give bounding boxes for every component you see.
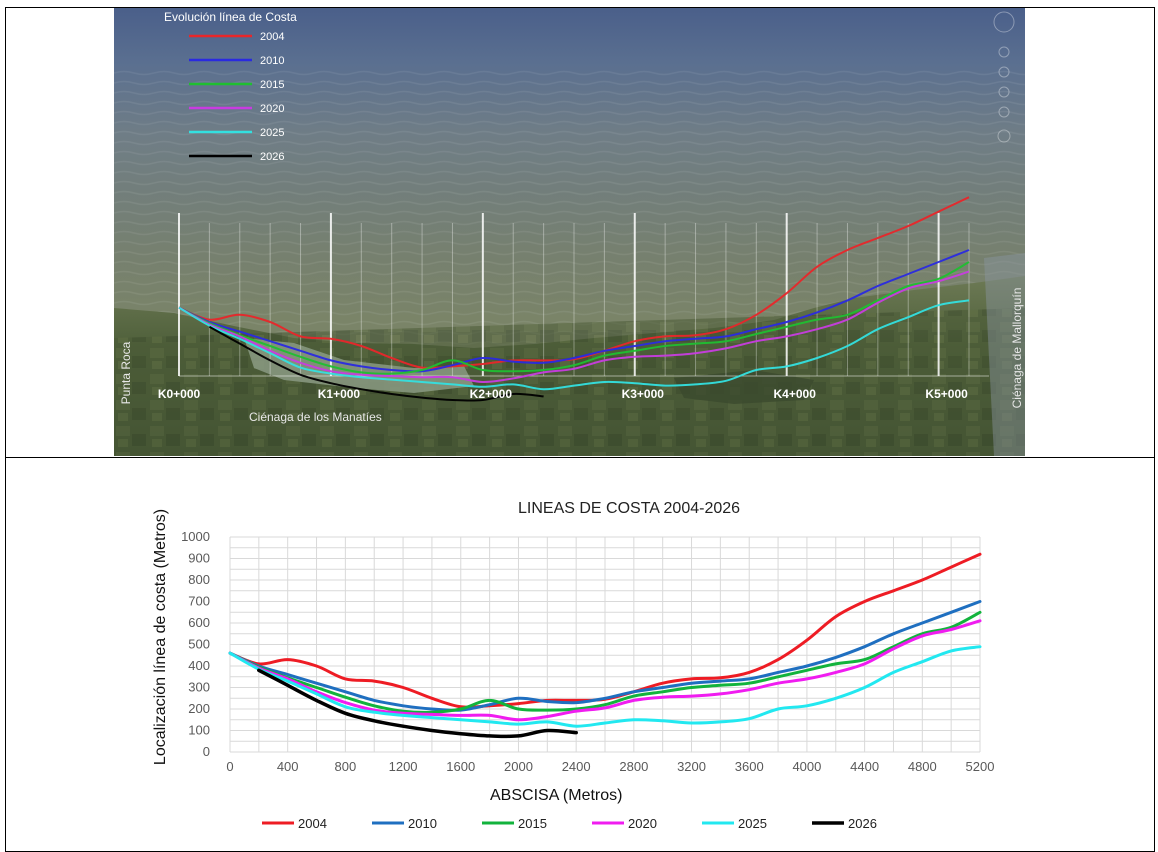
legend-label-2025: 2025	[738, 816, 767, 831]
y-tick-label: 800	[188, 572, 210, 587]
x-tick-label: 4800	[908, 759, 937, 774]
chart-title: LINEAS DE COSTA 2004-2026	[518, 500, 740, 517]
x-tick-label: 4400	[850, 759, 879, 774]
compass-icon	[993, 11, 1015, 143]
x-tick-label: 0	[226, 759, 233, 774]
place-label-cienaga-manaties: Ciénaga de los Manatíes	[249, 410, 382, 424]
x-tick-label: 1200	[389, 759, 418, 774]
y-tick-label: 200	[188, 701, 210, 716]
map-legend-label-2015: 2015	[260, 79, 284, 91]
map-legend-label-2025: 2025	[260, 127, 284, 139]
map-coastline-2004	[178, 196, 970, 370]
y-tick-label: 900	[188, 551, 210, 566]
y-tick-label: 400	[188, 658, 210, 673]
legend-label-2020: 2020	[628, 816, 657, 831]
y-tick-label: 100	[188, 723, 210, 738]
y-tick-labels: 0 100 200 300 400 500 600 700 800 900 1000	[181, 529, 210, 759]
map-legend-label-2004: 2004	[260, 31, 284, 43]
y-axis-label: Localización línea de costa (Metros)	[152, 509, 169, 765]
chart-series-group	[228, 552, 982, 739]
place-label-punta-roca: Punta Roca	[119, 341, 133, 404]
x-tick-label: 4000	[792, 759, 821, 774]
km-marker-label: K1+000	[318, 387, 361, 401]
map-coastline-2026	[208, 325, 544, 402]
map-coastlines	[178, 196, 970, 402]
x-tick-labels: 0 400 800 1200 1600 2000 2400 2800 3200 3600 4000 4…	[226, 759, 994, 774]
map-legend: Evolución línea de Costa 2004 2010 2015 202…	[164, 10, 297, 163]
y-tick-label: 500	[188, 637, 210, 652]
x-tick-label: 2000	[504, 759, 533, 774]
y-tick-label: 1000	[181, 529, 210, 544]
series-line-2020	[228, 619, 982, 722]
legend-label-2004: 2004	[298, 816, 327, 831]
legend-label-2015: 2015	[518, 816, 547, 831]
satellite-map: K0+000 K1+000 K2+000 K3+000 K4+000 K5+000 Pun…	[114, 8, 1025, 456]
x-tick-label: 800	[335, 759, 357, 774]
chart-legend: 2004 2010 2015 2020 2025 2026	[262, 816, 877, 831]
x-axis-label: ABSCISA (Metros)	[490, 787, 622, 804]
map-legend-title: Evolución línea de Costa	[164, 10, 297, 24]
legend-label-2026: 2026	[848, 816, 877, 831]
series-line-2026	[257, 668, 578, 739]
km-marker-label: K2+000	[470, 387, 513, 401]
satellite-map-panel: K0+000 K1+000 K2+000 K3+000 K4+000 K5+000 Pun…	[114, 8, 1025, 456]
km-marker-label: K5+000	[925, 387, 968, 401]
x-tick-label: 3200	[677, 759, 706, 774]
y-tick-label: 600	[188, 615, 210, 630]
coastline-line-chart: 0 400 800 1200 1600 2000 2400 2800 3200 3600 4000 4…	[152, 500, 994, 831]
y-tick-label: 0	[203, 744, 210, 759]
place-label-cienaga-mallorquin: Ciénaga de Mallorquín	[1010, 288, 1024, 409]
x-tick-label: 2800	[619, 759, 648, 774]
x-tick-label: 2400	[562, 759, 591, 774]
map-coastline-2025	[178, 299, 970, 391]
x-tick-label: 1600	[446, 759, 475, 774]
y-tick-label: 700	[188, 594, 210, 609]
km-marker-label: K0+000	[158, 387, 201, 401]
map-km-markers: K0+000 K1+000 K2+000 K3+000 K4+000 K5+000	[158, 387, 968, 401]
map-coastline-2020	[178, 270, 970, 384]
x-tick-label: 3600	[735, 759, 764, 774]
y-tick-label: 300	[188, 680, 210, 695]
series-line-2015	[228, 610, 982, 714]
map-legend-label-2026: 2026	[260, 151, 284, 163]
km-marker-label: K4+000	[774, 387, 817, 401]
map-legend-label-2010: 2010	[260, 55, 284, 67]
x-tick-label: 400	[277, 759, 299, 774]
series-line-2010	[228, 600, 982, 712]
legend-label-2010: 2010	[408, 816, 437, 831]
map-legend-label-2020: 2020	[260, 103, 284, 115]
map-coastline-2015	[178, 261, 970, 375]
x-tick-label: 5200	[966, 759, 995, 774]
km-marker-label: K3+000	[622, 387, 665, 401]
chart-panel: 0 400 800 1200 1600 2000 2400 2800 3200 3600 4000 4…	[150, 462, 1010, 846]
series-line-2025	[228, 645, 982, 728]
map-coastline-2010	[178, 249, 970, 373]
